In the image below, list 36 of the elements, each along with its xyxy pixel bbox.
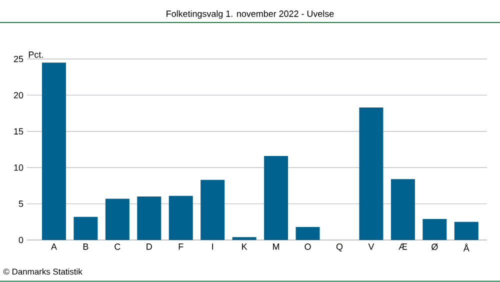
bar bbox=[264, 156, 288, 240]
bar bbox=[168, 196, 193, 240]
bar bbox=[359, 108, 384, 240]
bar bbox=[296, 226, 320, 240]
x-tick-label: Q bbox=[336, 244, 343, 252]
bar bbox=[42, 62, 66, 240]
bar bbox=[390, 179, 415, 240]
y-tick-label: 25 bbox=[14, 56, 24, 62]
y-tick-label: 0 bbox=[18, 236, 24, 244]
bar bbox=[137, 196, 162, 240]
x-tick-label: C bbox=[114, 244, 120, 250]
y-tick-label: 10 bbox=[14, 164, 24, 171]
x-tick-label: Ø bbox=[431, 244, 438, 250]
x-tick-label: K bbox=[242, 244, 248, 250]
x-tick-label: B bbox=[83, 244, 88, 250]
x-tick-label: Æ bbox=[398, 244, 408, 250]
y-tick-label: 5 bbox=[18, 200, 24, 207]
bar bbox=[422, 219, 447, 240]
bar bbox=[105, 198, 130, 240]
bar bbox=[200, 180, 225, 240]
x-tick-label: A bbox=[50, 244, 57, 250]
text: © Danmarks Statistik bbox=[3, 268, 82, 275]
y-axis-title: Pct. bbox=[28, 52, 43, 58]
bar bbox=[232, 237, 256, 240]
x-tick-label: F bbox=[178, 244, 184, 250]
x-tick-label: D bbox=[146, 244, 152, 250]
x-tick-label: I bbox=[212, 244, 214, 250]
x-tick-label: M bbox=[273, 244, 280, 250]
x-tick-label: Å bbox=[463, 244, 470, 252]
chart-title: Folketingsvalg 1. november 2022 - Uvelse bbox=[166, 10, 334, 19]
x-tick-label: O bbox=[304, 244, 311, 250]
y-tick-label: 20 bbox=[14, 92, 24, 98]
y-tick-label: 15 bbox=[14, 128, 24, 135]
bar bbox=[454, 222, 478, 240]
x-tick-label: V bbox=[368, 244, 374, 250]
bar bbox=[74, 216, 98, 240]
